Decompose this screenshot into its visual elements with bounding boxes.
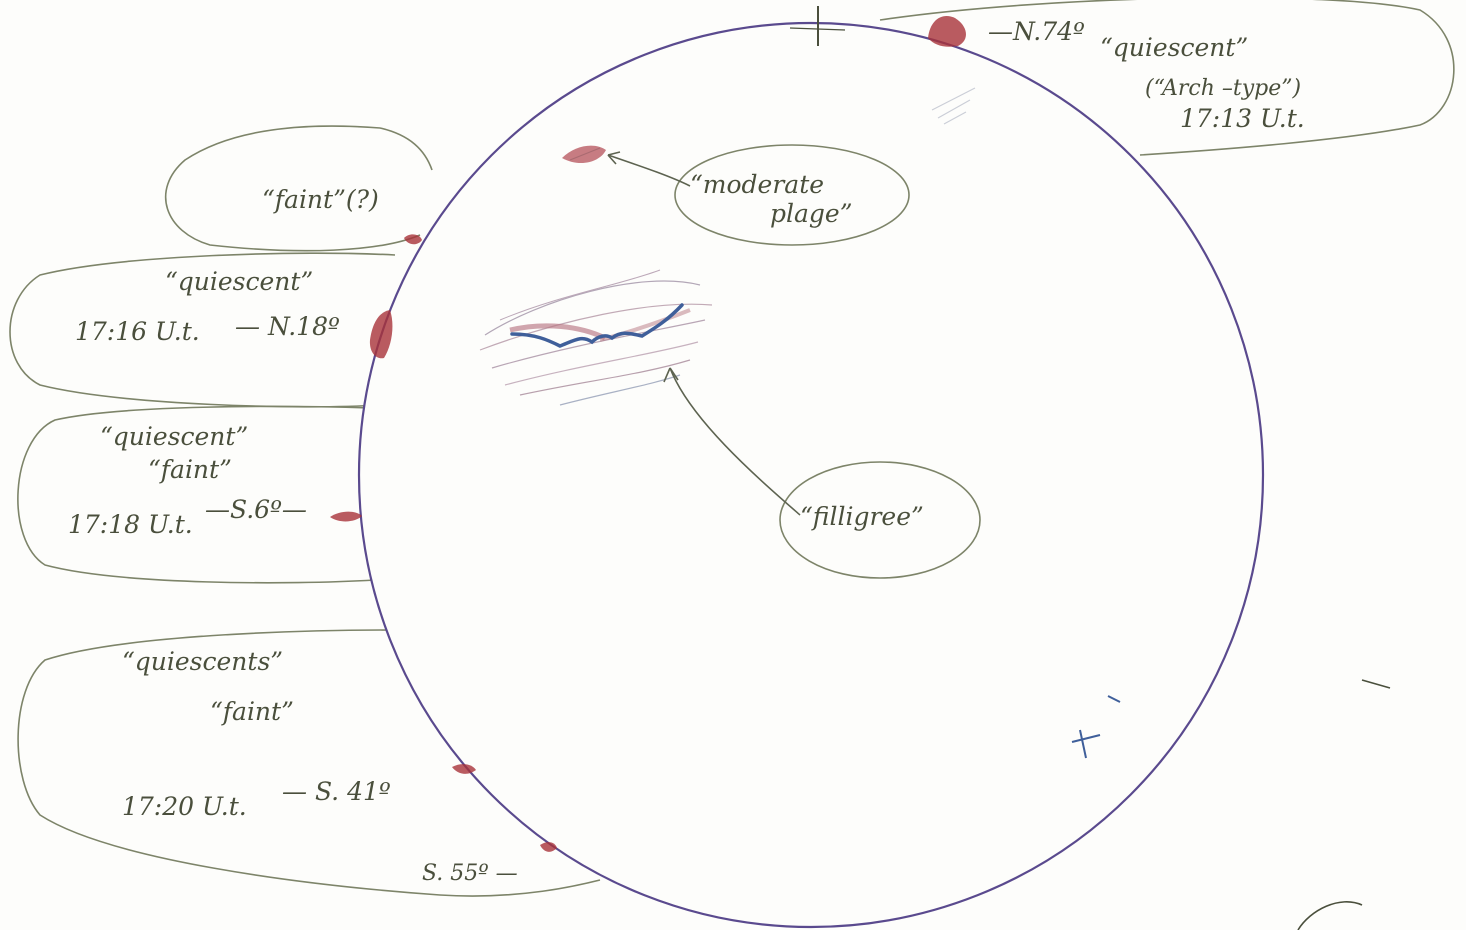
north-prominence-pa: —N.74º [988,17,1085,46]
s6-strength: “faint” [148,455,232,484]
s41-time: 17:20 U.t. [122,792,247,821]
prominence-faint-query [404,234,422,245]
s6-type: “quiescent” [100,422,248,451]
faint-plage-north [931,87,976,125]
plage-label-line2: plage” [770,199,852,228]
north-prominence-subtype: (“Arch –type”) [1145,76,1301,101]
s55-pa: S. 55º — [422,861,518,886]
plage-leader-arrow [607,154,691,187]
filigree-label: “filligree” [800,502,924,531]
prominence-s41 [452,764,476,774]
bubble-n18 [9,252,396,408]
north-prominence-time: 17:13 U.t. [1180,104,1305,133]
n18-time: 17:16 U.t. [75,317,200,346]
s41-type: “quiescents” [122,647,283,676]
s41-strength: “faint” [210,697,294,726]
prominence-s55 [540,842,557,852]
edge-pencil-curve [1297,901,1363,930]
s41-pa: — S. 41º [282,777,391,806]
north-prominence-type: “quiescent” [1100,33,1248,62]
filigree-leader-arrow [669,367,801,516]
n18-pa: — N.18º [235,312,340,341]
solar-disk-limb [357,21,1265,929]
s6-time: 17:18 U.t. [68,510,193,539]
plage-patch [562,145,606,164]
filament [510,303,684,348]
plage-label-line1: “moderate [690,170,824,199]
bubble-s41 [17,629,601,897]
blue-spot-marks [1071,695,1121,759]
prominence-n18 [369,310,393,359]
prominence-s6 [330,511,362,522]
n18-type: “quiescent” [165,267,313,296]
faint-query-label: “faint”(?) [262,185,379,214]
pencil-mark-right [1361,679,1391,689]
bubble-filigree [779,461,981,579]
bubble-s6 [17,405,376,584]
bubble-faint-query [165,125,433,252]
bubble-plage [674,144,910,246]
prominence-n74 [928,16,966,47]
bubble-north-prominence [879,0,1455,156]
s6-pa: —S.6º— [205,495,307,524]
